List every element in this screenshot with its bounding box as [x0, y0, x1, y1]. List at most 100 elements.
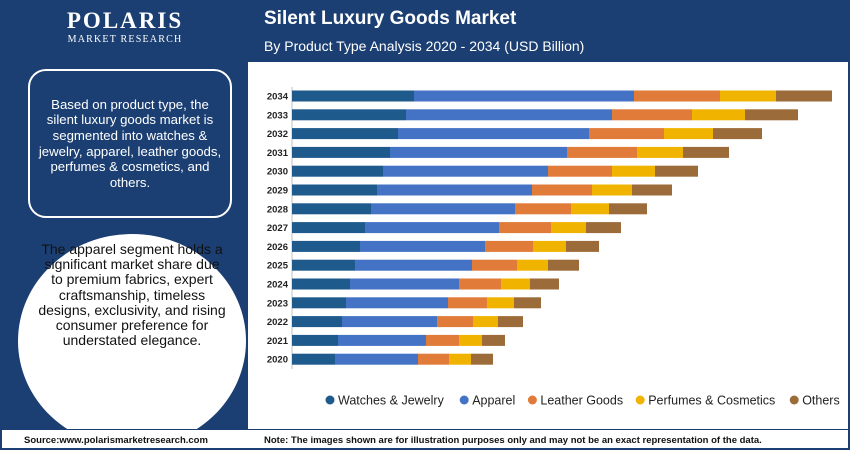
bar-segment [292, 128, 398, 140]
brand-logo: POLARIS MARKET RESEARCH [2, 8, 248, 46]
bar-segment [514, 297, 541, 309]
bar-segment [342, 316, 437, 328]
info-box-text: Based on product type, the silent luxury… [38, 96, 222, 190]
y-tick-label: 2022 [267, 317, 288, 328]
bar-segment [473, 316, 498, 328]
bar-segment [292, 259, 355, 271]
disclaimer-note: Note: The images shown are for illustrat… [264, 435, 762, 446]
bar-segment [346, 297, 448, 309]
y-tick-label: 2028 [267, 204, 288, 215]
bar-segment [530, 278, 559, 290]
legend-marker [635, 395, 645, 405]
bar-segment [586, 222, 621, 234]
y-tick-label: 2021 [267, 336, 289, 347]
bar-segment [292, 165, 383, 177]
bar-segment [448, 297, 487, 309]
y-tick-label: 2025 [267, 261, 289, 272]
bar-segment [406, 109, 612, 121]
bar-segment [501, 278, 530, 290]
bar-segment [371, 203, 515, 215]
bar-segment [634, 90, 720, 102]
brand-subtitle: MARKET RESEARCH [67, 34, 183, 45]
bar-segment [414, 90, 634, 102]
y-tick-label: 2027 [267, 223, 288, 234]
bar-segment [459, 334, 482, 346]
bar-segment [551, 222, 586, 234]
bar-segment [683, 146, 729, 158]
y-tick-label: 2032 [267, 129, 288, 140]
bar-segment [292, 240, 360, 252]
bar-segment [292, 203, 371, 215]
y-tick-label: 2024 [267, 280, 289, 291]
bar-segment [292, 278, 350, 290]
footer: Source:www.polarismarketresearch.com Not… [2, 429, 848, 448]
bar-segment [360, 240, 485, 252]
stacked-bar-chart: 2034 2033 2032 2031 2030 2029 2028 2027 2026 2025… [267, 87, 840, 408]
bar-segment [612, 165, 655, 177]
bar-segment [426, 334, 459, 346]
bar-segment [292, 297, 346, 309]
bar-segment [532, 184, 592, 196]
bar-segment [292, 222, 365, 234]
bar-segment [355, 259, 472, 271]
legend-label: Perfumes & Cosmetics [648, 394, 775, 408]
bar-segment [548, 165, 612, 177]
legend-marker [459, 395, 469, 405]
bar-segment [713, 128, 762, 140]
highlight-text: The apparel segment holds a significant … [38, 241, 226, 349]
bar-segment [377, 184, 532, 196]
bar-segment [487, 297, 514, 309]
bar-segment [612, 109, 692, 121]
bar-segment [292, 109, 406, 121]
y-tick-label: 2023 [267, 298, 288, 309]
y-tick-label: 2034 [267, 92, 289, 103]
bar-segment [449, 353, 471, 365]
bar-segment [482, 334, 505, 346]
bar-segment [498, 316, 523, 328]
bar-segment [632, 184, 672, 196]
bar-segment [365, 222, 499, 234]
chart-subtitle: By Product Type Analysis 2020 - 2034 (US… [264, 38, 585, 54]
bar-segment [292, 90, 414, 102]
y-tick-label: 2020 [267, 355, 288, 366]
bar-segment [745, 109, 798, 121]
bar-segment [589, 128, 664, 140]
bar-segment [533, 240, 566, 252]
bar-segment [472, 259, 517, 271]
legend-label: Apparel [472, 394, 515, 408]
bar-segment [720, 90, 776, 102]
bar-segment [637, 146, 683, 158]
chart-title: Silent Luxury Goods Market [264, 8, 517, 29]
bar-segment [567, 146, 637, 158]
bar-segment [390, 146, 567, 158]
bar-segment [437, 316, 473, 328]
bar-segment [776, 90, 832, 102]
bar-segment [292, 316, 342, 328]
y-tick-label: 2026 [267, 242, 288, 253]
bar-segment [517, 259, 548, 271]
y-tick-label: 2029 [267, 186, 288, 197]
bar-segment [664, 128, 713, 140]
bar-segment [338, 334, 426, 346]
bar-segment [292, 184, 377, 196]
bar-segment [383, 165, 548, 177]
bar-segment [350, 278, 459, 290]
y-tick-label: 2031 [267, 148, 289, 159]
legend-label: Leather Goods [540, 394, 623, 408]
bar-segment [655, 165, 698, 177]
legend-label: Watches & Jewelry [338, 394, 445, 408]
bar-segment [548, 259, 579, 271]
y-tick-label: 2033 [267, 110, 288, 121]
y-tick-label: 2030 [267, 167, 288, 178]
bar-segment [471, 353, 493, 365]
header-band [248, 2, 848, 62]
bar-segment [499, 222, 551, 234]
bar-segment [292, 353, 335, 365]
info-box: Based on product type, the silent luxury… [28, 69, 232, 218]
legend-marker [325, 395, 335, 405]
bar-segment [335, 353, 418, 365]
legend-marker [527, 395, 537, 405]
bar-segment [592, 184, 632, 196]
bar-segment [459, 278, 501, 290]
legend-marker [789, 395, 799, 405]
